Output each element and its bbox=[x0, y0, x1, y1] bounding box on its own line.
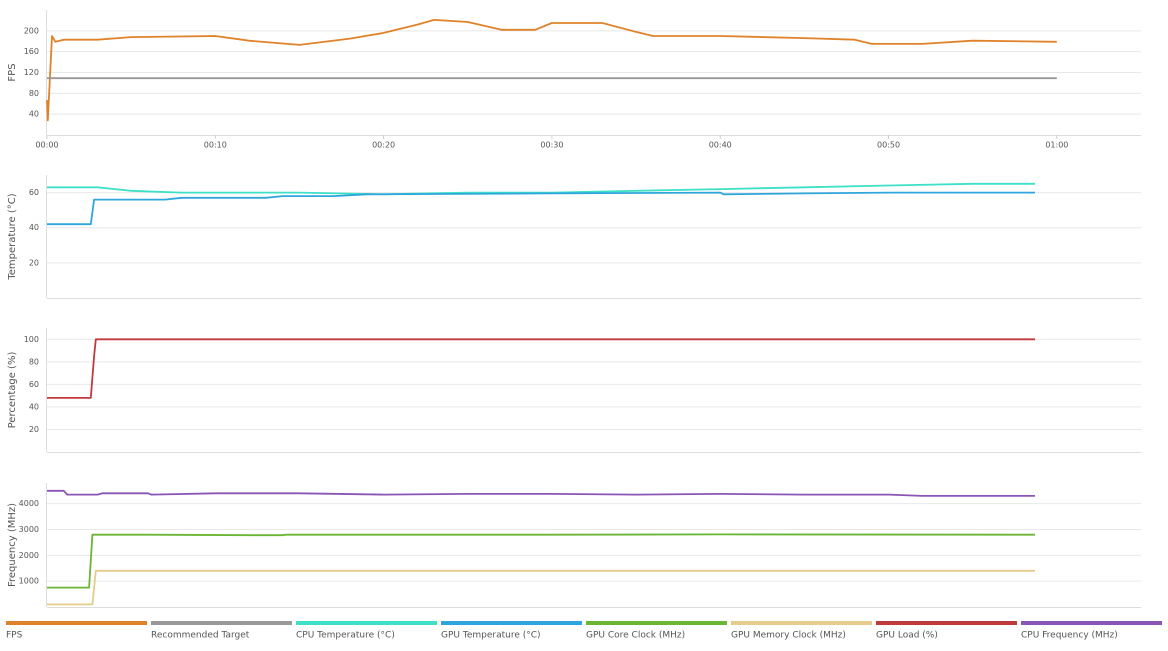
legend-label: GPU Core Clock (MHz) bbox=[586, 631, 685, 641]
y-tick-label: 40 bbox=[29, 110, 39, 119]
legend-swatch bbox=[441, 621, 582, 625]
legend-label: CPU Temperature (°C) bbox=[296, 631, 395, 641]
y-tick-label: 60 bbox=[29, 188, 39, 197]
x-tick-label: 00:30 bbox=[540, 141, 563, 150]
x-tick-label: 00:00 bbox=[35, 141, 58, 150]
y-axis-title: FPS bbox=[7, 63, 18, 81]
y-tick-label: 40 bbox=[29, 223, 39, 232]
y-tick-label: 60 bbox=[29, 380, 39, 389]
legend-swatch bbox=[586, 621, 727, 625]
y-tick-label: 100 bbox=[24, 335, 39, 344]
series-line bbox=[47, 338, 1035, 399]
legend-label: GPU Memory Clock (MHz) bbox=[731, 631, 846, 641]
x-tick-label: 01:00 bbox=[1045, 141, 1068, 150]
legend-label: Recommended Target bbox=[151, 631, 250, 641]
y-tick-label: 160 bbox=[24, 47, 39, 56]
y-tick-label: 80 bbox=[29, 89, 39, 98]
y-tick-label: 200 bbox=[24, 26, 39, 35]
series-line bbox=[47, 533, 1036, 589]
legend-label: GPU Temperature (°C) bbox=[441, 631, 541, 641]
legend-label: FPS bbox=[6, 631, 23, 641]
legend-label: CPU Frequency (MHz) bbox=[1021, 631, 1118, 641]
series-line bbox=[47, 489, 1035, 497]
series-line bbox=[47, 569, 1035, 606]
series-line bbox=[47, 191, 1035, 226]
y-tick-label: 20 bbox=[29, 258, 39, 267]
y-tick-label: 120 bbox=[24, 68, 39, 77]
legend-swatch bbox=[151, 621, 292, 625]
y-tick-label: 1000 bbox=[19, 577, 39, 586]
y-tick-label: 2000 bbox=[19, 551, 39, 560]
y-tick-label: 20 bbox=[29, 425, 39, 434]
y-tick-label: 4000 bbox=[19, 499, 39, 508]
x-tick-label: 00:10 bbox=[204, 141, 227, 150]
series-line bbox=[47, 182, 1035, 196]
y-tick-label: 40 bbox=[29, 402, 39, 411]
y-tick-label: 80 bbox=[29, 357, 39, 366]
legend-label: GPU Load (%) bbox=[876, 631, 938, 641]
x-tick-label: 00:20 bbox=[372, 141, 395, 150]
x-tick-label: 00:40 bbox=[709, 141, 732, 150]
legend-swatch bbox=[1021, 621, 1162, 625]
y-tick-label: 3000 bbox=[19, 525, 39, 534]
series-line bbox=[46, 19, 1057, 122]
y-axis-title: Frequency (MHz) bbox=[7, 503, 18, 587]
legend-swatch bbox=[876, 621, 1017, 625]
y-axis-title: Percentage (%) bbox=[7, 352, 18, 429]
y-axis-title: Temperature (°C) bbox=[7, 193, 18, 280]
x-tick-label: 00:50 bbox=[877, 141, 900, 150]
legend-swatch bbox=[6, 621, 147, 625]
legend-swatch bbox=[731, 621, 872, 625]
legend-swatch bbox=[296, 621, 437, 625]
